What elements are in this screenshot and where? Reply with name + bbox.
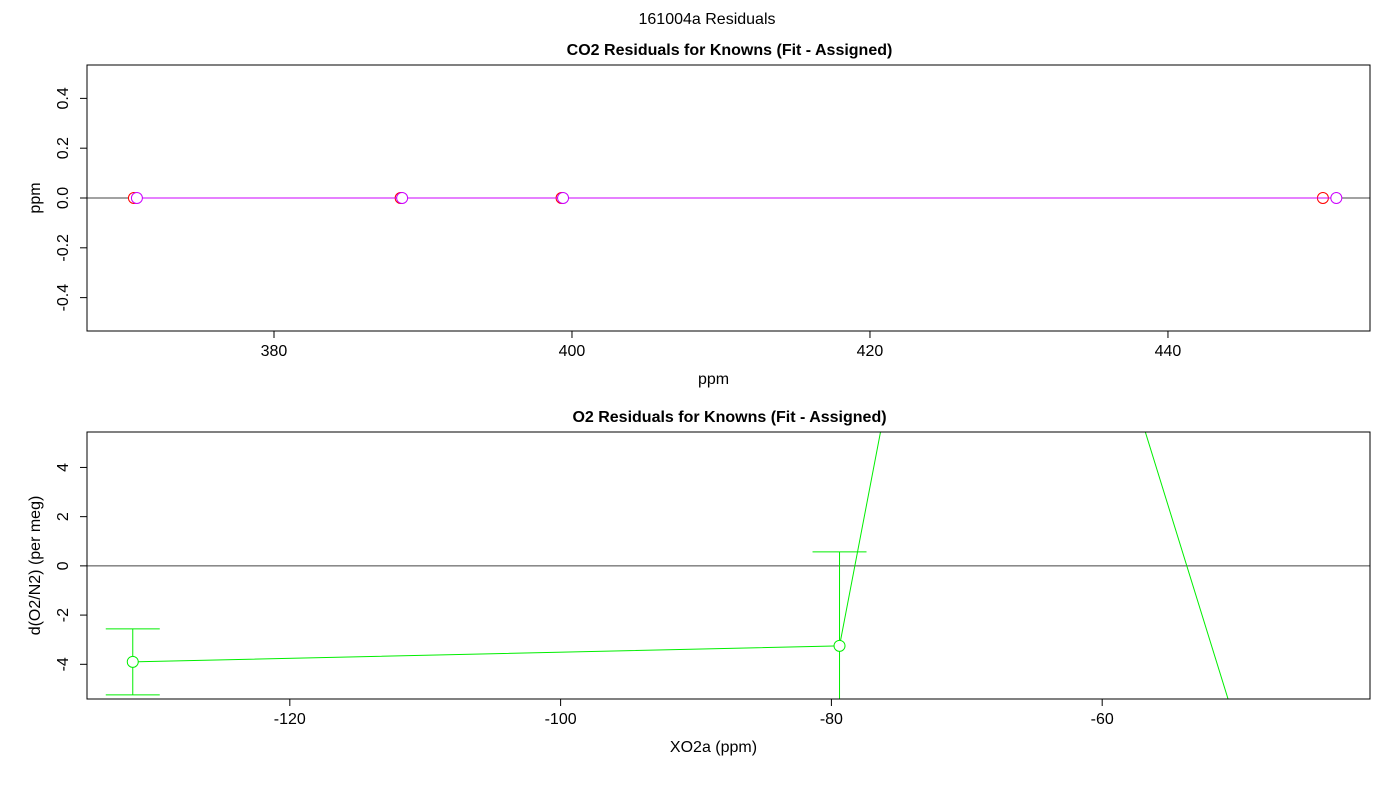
y-tick-label: 4 (55, 463, 72, 472)
plot-area (87, 432, 1370, 699)
point (1330, 192, 1343, 204)
point (396, 192, 409, 204)
plot-area (87, 192, 1370, 204)
plot-frame (86, 431, 1371, 700)
y-tick-label: 0.0 (55, 187, 72, 209)
point (833, 639, 846, 652)
y-tick-label: -2 (55, 608, 72, 622)
y-tick-label: -0.2 (55, 234, 72, 262)
y-axis-label: ppm (27, 182, 44, 213)
chart-title: O2 Residuals for Knowns (Fit - Assigned) (572, 409, 886, 426)
x-axis-label: XO2a (ppm) (670, 739, 757, 756)
x-axis-label: ppm (698, 371, 729, 388)
x-tick-label: -120 (274, 711, 306, 728)
x-tick-label: -100 (545, 711, 577, 728)
chart-title: CO2 Residuals for Knowns (Fit - Assigned… (567, 42, 893, 59)
plot-frame (86, 64, 1371, 332)
y-tick-label: -4 (55, 657, 72, 671)
y-tick-label: 0 (55, 561, 72, 570)
x-tick-label: -60 (1091, 711, 1114, 728)
y-tick-label: 0.2 (55, 137, 72, 159)
x-tick-label: 400 (559, 343, 586, 360)
x-tick-label: 420 (857, 343, 884, 360)
y-tick-label: 0.4 (55, 87, 72, 109)
series-line (132, 432, 1229, 699)
point (126, 655, 139, 668)
figure-title: 161004a Residuals (639, 11, 776, 28)
point (130, 192, 143, 204)
y-tick-label: 2 (55, 512, 72, 521)
x-tick-label: 440 (1155, 343, 1182, 360)
y-axis-label: d(O2/N2) (per meg) (27, 496, 44, 636)
x-tick-label: 380 (261, 343, 288, 360)
y-tick-label: -0.4 (55, 284, 72, 312)
point (557, 192, 570, 204)
x-tick-label: -80 (820, 711, 843, 728)
